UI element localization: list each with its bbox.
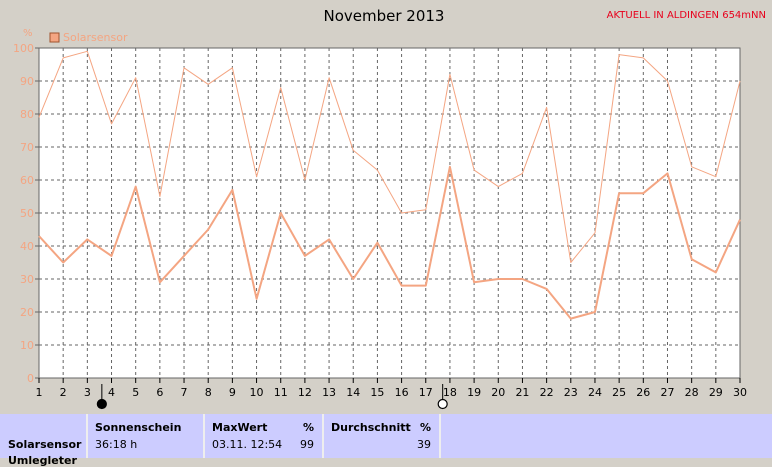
new-moon-icon bbox=[96, 398, 107, 410]
average-unit: % bbox=[419, 421, 431, 434]
summary-table: Solarsensor Umlegleter Sonnenschein 36:1… bbox=[0, 414, 772, 467]
x-tick-label: 23 bbox=[564, 386, 578, 399]
x-tick-label: 17 bbox=[419, 386, 433, 399]
sunshine-cell: Sonnenschein 36:18 h bbox=[88, 414, 205, 458]
x-axis: 1 2 3 4 5 6 7 8 9 10 11 12 13 14 15 16 17 18 19 20 21 22 23 24 2… bbox=[36, 378, 747, 399]
y-tick-label: 10 bbox=[20, 339, 34, 352]
series-lines bbox=[38, 50, 741, 320]
max-header: MaxWert bbox=[212, 421, 268, 434]
chart-title: November 2013 bbox=[324, 7, 445, 25]
row-label-solarsensor: Solarsensor bbox=[8, 438, 82, 451]
x-tick-label: 30 bbox=[733, 386, 747, 399]
x-tick-label: 29 bbox=[709, 386, 723, 399]
series-line-max bbox=[38, 50, 741, 263]
x-tick-label: 20 bbox=[491, 386, 505, 399]
empty-cell bbox=[441, 414, 772, 458]
average-value: 39 bbox=[417, 438, 431, 451]
x-tick-label: 9 bbox=[229, 386, 236, 399]
row-label-cell: Solarsensor Umlegleter bbox=[0, 414, 88, 467]
y-axis: 0 10 20 30 40 50 60 70 80 90 100 bbox=[13, 42, 39, 385]
x-tick-label: 19 bbox=[467, 386, 481, 399]
average-header: Durchschnitt bbox=[331, 421, 411, 434]
y-tick-label: 100 bbox=[13, 42, 34, 55]
max-date: 03.11. 12:54 bbox=[212, 438, 283, 451]
x-tick-label: 7 bbox=[181, 386, 188, 399]
legend: Solarsensor bbox=[49, 31, 128, 44]
y-tick-label: 30 bbox=[20, 273, 34, 286]
x-tick-label: 3 bbox=[84, 386, 91, 399]
y-tick-label: 80 bbox=[20, 108, 34, 121]
y-axis-unit: % bbox=[23, 28, 33, 39]
moon-markers bbox=[96, 384, 448, 410]
x-tick-label: 25 bbox=[612, 386, 626, 399]
max-value: 99 bbox=[300, 438, 314, 451]
x-tick-label: 6 bbox=[156, 386, 163, 399]
y-tick-label: 90 bbox=[20, 75, 34, 88]
max-cell: MaxWert % 03.11. 12:54 99 bbox=[205, 414, 324, 458]
y-tick-label: 20 bbox=[20, 306, 34, 319]
legend-label: Solarsensor bbox=[63, 31, 128, 44]
x-tick-label: 12 bbox=[298, 386, 312, 399]
x-tick-label: 21 bbox=[515, 386, 529, 399]
average-cell: Durchschnitt % 39 bbox=[324, 414, 441, 458]
sunshine-value: 36:18 h bbox=[95, 438, 138, 451]
x-tick-label: 2 bbox=[60, 386, 67, 399]
x-tick-label: 28 bbox=[685, 386, 699, 399]
y-tick-label: 60 bbox=[20, 174, 34, 187]
full-moon-icon bbox=[437, 398, 448, 410]
y-tick-label: 70 bbox=[20, 141, 34, 154]
x-tick-label: 15 bbox=[370, 386, 384, 399]
x-tick-label: 22 bbox=[540, 386, 554, 399]
x-tick-label: 24 bbox=[588, 386, 602, 399]
x-tick-label: 16 bbox=[395, 386, 409, 399]
series-line-average bbox=[38, 165, 741, 320]
sunshine-header: Sonnenschein bbox=[95, 421, 182, 434]
grid bbox=[39, 48, 740, 378]
x-tick-label: 14 bbox=[346, 386, 360, 399]
y-tick-label: 50 bbox=[20, 207, 34, 220]
x-tick-label: 10 bbox=[250, 386, 264, 399]
legend-swatch bbox=[49, 32, 60, 43]
y-tick-label: 40 bbox=[20, 240, 34, 253]
max-unit: % bbox=[302, 421, 314, 434]
x-tick-label: 26 bbox=[636, 386, 650, 399]
x-tick-label: 1 bbox=[36, 386, 43, 399]
x-tick-label: 13 bbox=[322, 386, 336, 399]
station-label: AKTUELL IN ALDINGEN 654mNN bbox=[607, 10, 766, 21]
x-tick-label: 18 bbox=[443, 386, 457, 399]
x-tick-label: 11 bbox=[274, 386, 288, 399]
x-tick-label: 27 bbox=[660, 386, 674, 399]
x-tick-label: 8 bbox=[205, 386, 212, 399]
row-label-secondary: Umlegleter bbox=[8, 454, 77, 467]
x-tick-label: 4 bbox=[108, 386, 115, 399]
y-tick-label: 0 bbox=[27, 372, 34, 385]
x-tick-label: 5 bbox=[132, 386, 139, 399]
